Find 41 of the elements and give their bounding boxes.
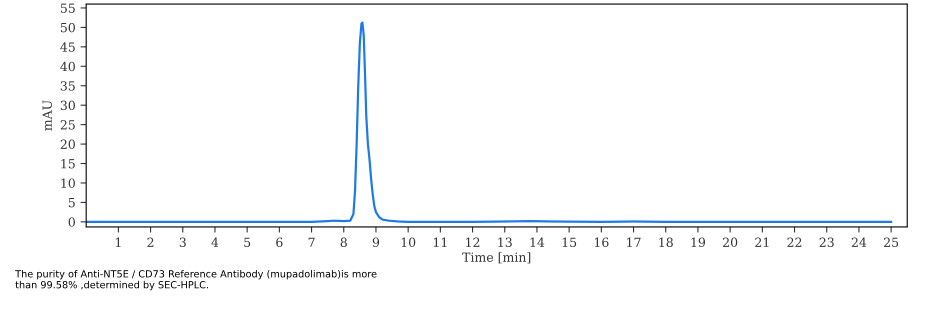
- x-tick-label: 18: [659, 238, 673, 248]
- x-tick-label: 14: [530, 238, 544, 247]
- x-tick-label: 6: [276, 238, 283, 248]
- x-tick-label: 25: [884, 238, 898, 248]
- x-tick-label: 22: [787, 238, 802, 247]
- line-series: [86, 22, 892, 223]
- text: The purity of Anti-NT5E / CD73 Reference Antibody (mupadolimab)is more than 99.58% ,determined by SEC-HPLC.: [15, 270, 377, 290]
- x-tick-label: 10: [402, 238, 416, 248]
- x-tick-label: 4: [211, 238, 218, 247]
- x-tick-label: 15: [562, 238, 576, 248]
- y-tick-label: 45: [60, 42, 75, 52]
- y-axis-title: mAU: [42, 100, 52, 131]
- y-tick-label: 50: [60, 22, 75, 32]
- x-tick-label: 12: [466, 238, 480, 247]
- x-tick-label: 3: [180, 238, 186, 248]
- y-tick-label: 0: [68, 217, 75, 227]
- x-tick-label: 9: [372, 238, 380, 248]
- x-tick-label: 24: [852, 238, 866, 247]
- x-tick-label: 19: [692, 238, 706, 248]
- x-axis-title: Time [min]: [462, 252, 530, 264]
- x-tick-label: 23: [820, 238, 834, 248]
- x-tick-label: 17: [627, 238, 641, 247]
- x-tick-label: 8: [340, 238, 347, 248]
- y-tick-label: 35: [60, 81, 75, 91]
- x-tick-label: 1: [116, 238, 121, 247]
- y-tick-label: 25: [60, 120, 75, 130]
- x-tick-label: 16: [594, 238, 609, 248]
- y-tick-label: 15: [61, 159, 75, 168]
- y-tick-label: 40: [60, 62, 75, 72]
- y-tick-label: 5: [68, 198, 75, 208]
- x-tick-label: 13: [498, 238, 512, 248]
- x-tick-label: 21: [755, 238, 769, 247]
- y-tick-label: 10: [61, 178, 75, 188]
- x-tick-label: 20: [723, 238, 738, 248]
- y-tick-label: 30: [60, 100, 75, 110]
- x-tick-label: 5: [244, 238, 250, 248]
- x-tick-label: 2: [147, 238, 154, 247]
- x-tick-label: 11: [434, 238, 447, 247]
- y-tick-label: 55: [60, 4, 75, 13]
- x-tick-label: 7: [308, 238, 315, 247]
- y-tick-label: 20: [60, 140, 75, 150]
